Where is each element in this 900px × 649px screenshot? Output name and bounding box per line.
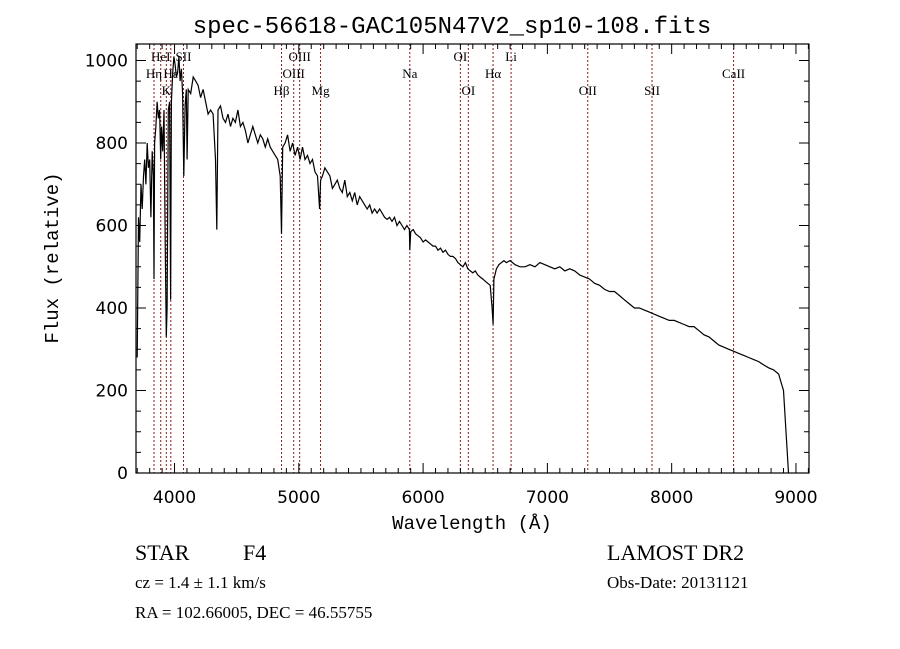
y-tick-label: 600 (96, 217, 128, 237)
spectral-line-label: K (162, 83, 172, 98)
spectral-line-label: OIII (288, 49, 310, 64)
coordinates-text: RA = 102.66005, DEC = 46.55755 (135, 603, 373, 622)
observation-date: Obs-Date: 20131121 (607, 573, 749, 592)
spectral-line-label: Hε (163, 66, 178, 81)
plot-frame (135, 43, 810, 474)
survey-name: LAMOST DR2 (607, 540, 745, 565)
spectral-line-label: Mg (312, 83, 331, 98)
redshift-text: cz = 1.4 ± 1.1 km/s (135, 573, 266, 592)
x-axis: 4000 5000 6000 7000 8000 9000 (136, 44, 818, 508)
spectral-line-label: Hα (485, 66, 501, 81)
spectral-line-label: Na (402, 66, 417, 81)
spectral-line-label: OII (579, 83, 597, 98)
spectral-line-label: Hη (146, 66, 162, 81)
object-class: STAR (135, 540, 190, 565)
x-tick-label: 8000 (650, 488, 693, 508)
spectral-line-label: OI (454, 49, 468, 64)
x-tick-label: 6000 (401, 488, 444, 508)
spectral-line-label: Li (505, 49, 517, 64)
y-axis: 0 200 400 600 800 1000 (85, 52, 809, 484)
spectral-line-label: OI (461, 83, 475, 98)
spectral-line-label: SII (644, 83, 660, 98)
chart-title: spec-56618-GAC105N47V2_sp10-108.fits (193, 14, 711, 41)
y-tick-label: 400 (96, 299, 128, 319)
spectral-line-label: HeI (151, 49, 171, 64)
x-tick-label: 4000 (153, 488, 196, 508)
y-axis-label: Flux (relative) (42, 172, 64, 343)
spectral-line-label: OIII (283, 66, 305, 81)
spectrum-series (136, 56, 790, 474)
x-tick-label: 5000 (277, 488, 320, 508)
x-tick-label: 9000 (774, 488, 817, 508)
object-subclass: F4 (243, 540, 267, 565)
x-tick-label: 7000 (526, 488, 569, 508)
y-tick-label: 800 (96, 134, 128, 154)
y-tick-label: 1000 (85, 52, 128, 72)
spectral-line-label: Hβ (274, 83, 290, 98)
spectral-line-label: CaII (722, 66, 745, 81)
y-tick-label: 200 (96, 382, 128, 402)
x-axis-label: Wavelength (Å) (392, 513, 552, 535)
spectrum-line (136, 56, 790, 474)
y-tick-label: 0 (117, 464, 128, 484)
